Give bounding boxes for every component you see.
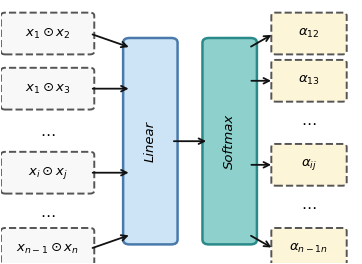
FancyBboxPatch shape [123, 38, 178, 244]
Text: $\alpha_{13}$: $\alpha_{13}$ [298, 74, 320, 87]
Text: $\alpha_{n-1n}$: $\alpha_{n-1n}$ [290, 242, 329, 255]
FancyBboxPatch shape [1, 228, 94, 264]
Text: $\cdots$: $\cdots$ [301, 115, 317, 130]
FancyBboxPatch shape [272, 144, 347, 186]
Text: $x_{n-1} \odot x_n$: $x_{n-1} \odot x_n$ [16, 242, 79, 256]
Text: $\alpha_{12}$: $\alpha_{12}$ [298, 27, 320, 40]
FancyBboxPatch shape [272, 228, 347, 264]
Text: $\cdots$: $\cdots$ [40, 207, 55, 222]
FancyBboxPatch shape [1, 152, 94, 194]
Text: $x_1 \odot x_3$: $x_1 \odot x_3$ [25, 82, 70, 96]
FancyBboxPatch shape [1, 13, 94, 54]
FancyBboxPatch shape [272, 60, 347, 102]
Text: $\cdots$: $\cdots$ [40, 126, 55, 141]
FancyBboxPatch shape [202, 38, 257, 244]
Text: $x_i \odot x_j$: $x_i \odot x_j$ [28, 165, 67, 181]
Text: $\cdots$: $\cdots$ [301, 199, 317, 214]
Text: Linear: Linear [144, 121, 157, 162]
Text: $\alpha_{ij}$: $\alpha_{ij}$ [301, 157, 317, 172]
FancyBboxPatch shape [1, 68, 94, 110]
FancyBboxPatch shape [272, 13, 347, 54]
Text: Softmax: Softmax [223, 114, 236, 169]
Text: $x_1 \odot x_2$: $x_1 \odot x_2$ [25, 26, 70, 41]
